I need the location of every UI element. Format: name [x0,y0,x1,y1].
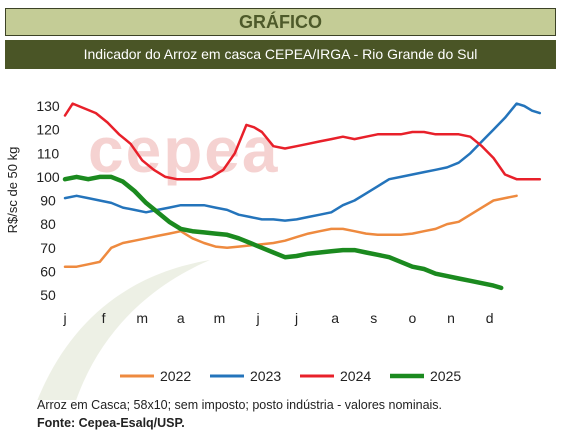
x-tick-label: m [214,310,226,326]
series-line-2024 [63,102,542,181]
y-tick-label: 50 [40,287,56,303]
legend-item-2022: 2022 [120,368,191,384]
y-tick-label: 130 [36,98,60,114]
watermark-text: cepea [88,114,279,186]
y-axis-label: R$/sc de 50 kg [5,147,20,234]
legend: 2022 2023 2024 2025 [120,368,461,384]
y-axis-ticks: 50 60 70 80 90 100 110 120 130 [36,98,60,303]
chart-footnote: Arroz em Casca; 58x10; sem imposto; post… [37,398,443,412]
x-tick-label: j [294,310,298,326]
series-lines [62,102,542,291]
x-tick-label: o [409,310,417,326]
series-line-2023 [63,102,542,222]
legend-item-2023: 2023 [210,368,281,384]
x-tick-label: s [370,310,377,326]
chart-banner-subtitle: Indicador do Arroz em casca CEPEA/IRGA -… [5,40,556,69]
x-tick-label: n [447,310,455,326]
x-tick-label: j [255,310,259,326]
x-tick-label: f [102,310,106,326]
legend-label: 2025 [430,368,461,384]
x-tick-label: d [486,310,494,326]
chart-source: Fonte: Cepea-Esalq/USP. [37,416,185,430]
legend-item-2024: 2024 [300,368,371,384]
cepea-watermark: cepea [37,114,279,400]
legend-label: 2024 [340,368,371,384]
y-tick-label: 100 [36,169,60,185]
legend-label: 2023 [250,368,281,384]
legend-item-2025: 2025 [390,368,461,384]
y-tick-label: 80 [40,216,56,232]
x-tick-label: m [136,310,148,326]
legend-label: 2022 [160,368,191,384]
y-tick-label: 60 [40,263,56,279]
x-tick-label: j [62,310,66,326]
x-tick-label: a [177,310,185,326]
y-tick-label: 110 [37,145,60,161]
line-chart: cepea R$/sc de 50 kg 50 60 70 80 90 100 110 120… [5,98,542,400]
chart-banner-title: GRÁFICO [5,8,556,36]
y-tick-label: 90 [40,193,56,209]
series-line-2025 [62,174,504,291]
y-tick-label: 70 [40,240,56,256]
series-line-2022 [63,194,518,268]
y-tick-label: 120 [36,122,60,138]
x-tick-label: a [331,310,339,326]
